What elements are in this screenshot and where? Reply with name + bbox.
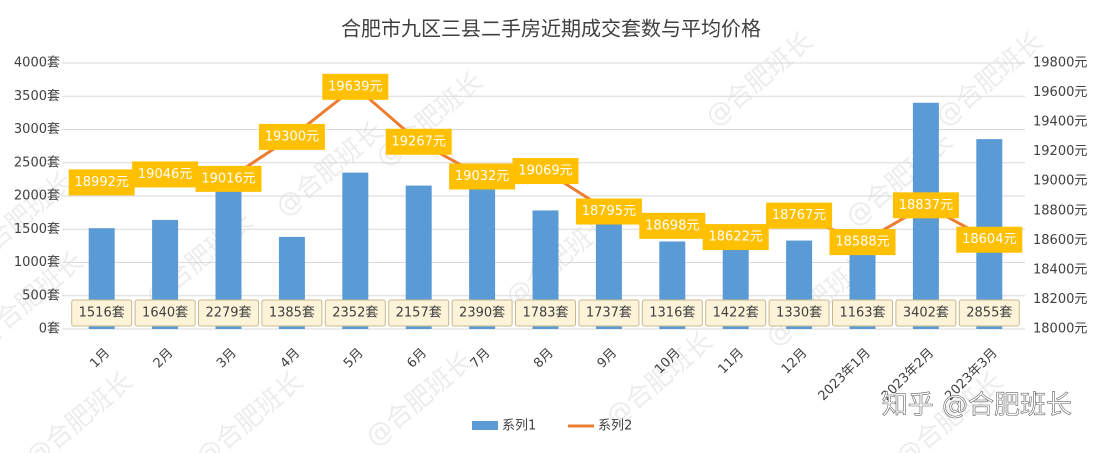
y-tick-label: 0套 [39,321,60,337]
y2-tick-label: 18400元 [1033,262,1087,277]
value-label: 2279套 [205,305,251,321]
value-label: 1640套 [142,305,188,321]
value-label-box [195,165,262,192]
value-label: 1783套 [522,305,568,321]
legend-label: 系列1 [502,419,536,434]
value-label-box [515,299,576,327]
value-label-box [768,299,830,327]
value-label: 2855套 [966,305,1012,321]
y-tick-label: 3500套 [14,88,60,104]
value-label: 19069元 [518,164,572,179]
value-label-box [261,299,323,327]
value-label-box [639,212,706,239]
legend-swatch [472,421,498,430]
y-tick-label: 2500套 [14,154,60,170]
value-label: 2390套 [459,305,505,321]
site-watermark: 知乎 @合肥班长 [882,391,1072,421]
value-label: 18588元 [835,235,889,250]
value-label-box [892,192,959,219]
value-label-box [575,198,642,225]
y2-tick-label: 19400元 [1033,115,1087,130]
y2-tick-label: 18200元 [1033,292,1087,307]
y-tick-label: 3000套 [14,121,60,137]
value-label-box [322,73,389,100]
value-label: 3402套 [903,305,949,321]
value-label-box [958,299,1020,327]
value-label: 19300元 [265,129,319,144]
value-label-box [198,299,259,327]
value-label: 19046元 [138,167,192,182]
value-label: 19267元 [392,134,446,149]
y-tick-label: 500套 [22,287,60,303]
value-label: 18992元 [75,175,129,190]
value-label: 1385套 [269,305,315,321]
value-label-box [641,299,703,327]
value-label-box [388,299,450,327]
value-label: 19639元 [328,79,382,94]
y-tick-label: 1500套 [14,221,60,237]
value-label-box [68,169,135,196]
value-label: 1422套 [713,305,759,321]
value-label-box [449,163,516,190]
value-label: 18795元 [582,204,636,219]
value-label-box [132,161,199,188]
y2-tick-label: 19600元 [1033,85,1087,100]
value-label: 18604元 [962,232,1016,247]
value-label: 1737套 [586,305,632,321]
value-label-box [705,299,767,327]
chart-title: 合肥市九区三县二手房近期成交套数与平均价格 [341,17,761,41]
value-label: 18837元 [899,198,953,213]
value-label-box [134,299,196,327]
y2-tick-label: 19200元 [1033,144,1087,159]
value-label: 18622元 [709,230,763,245]
value-label: 1516套 [79,305,125,321]
value-label-box [324,299,386,327]
value-label: 19016元 [201,171,255,186]
value-label-box [895,299,957,327]
value-label: 1163套 [839,305,885,321]
value-label-box [956,226,1023,253]
value-label-box [829,229,896,256]
y2-tick-label: 18000元 [1033,322,1087,337]
value-label-box [451,299,513,327]
y2-tick-label: 19000元 [1033,174,1087,189]
y2-tick-label: 18800元 [1033,203,1087,218]
value-label-box [702,224,769,251]
y2-tick-label: 18600元 [1033,233,1087,248]
value-label-box [578,299,640,327]
y-tick-label: 1000套 [14,254,60,270]
y2-tick-label: 19800元 [1033,56,1087,71]
legend-label: 系列2 [598,419,632,434]
value-label-box [385,128,452,155]
value-label: 2352套 [332,305,378,321]
value-label-box [766,202,833,229]
value-label: 1316套 [649,305,695,321]
value-label-box [258,123,325,150]
value-label-box [71,299,133,327]
y-tick-label: 2000套 [14,188,60,204]
value-label: 18767元 [772,208,826,223]
value-label: 18698元 [645,218,699,233]
value-label-box [512,158,579,185]
value-label: 19032元 [455,169,509,184]
value-label: 1330套 [776,305,822,321]
y-tick-label: 4000套 [14,55,60,71]
value-label: 2157套 [396,305,442,321]
value-label-box [832,299,893,327]
